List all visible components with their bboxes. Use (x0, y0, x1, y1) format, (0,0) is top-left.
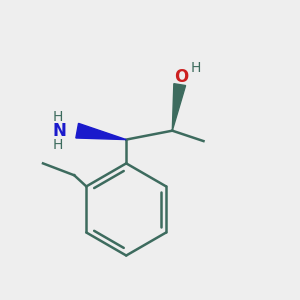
Text: O: O (174, 68, 188, 86)
Text: H: H (191, 61, 201, 75)
Polygon shape (172, 84, 186, 131)
Text: H: H (53, 138, 63, 152)
Polygon shape (76, 123, 126, 140)
Text: H: H (53, 110, 63, 124)
Text: N: N (52, 122, 66, 140)
